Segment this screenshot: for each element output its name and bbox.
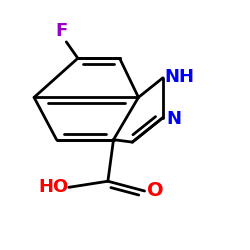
Text: HO: HO [38, 178, 69, 196]
Text: N: N [166, 110, 182, 128]
Text: O: O [147, 182, 164, 201]
Text: F: F [55, 22, 68, 40]
Text: NH: NH [164, 68, 194, 86]
